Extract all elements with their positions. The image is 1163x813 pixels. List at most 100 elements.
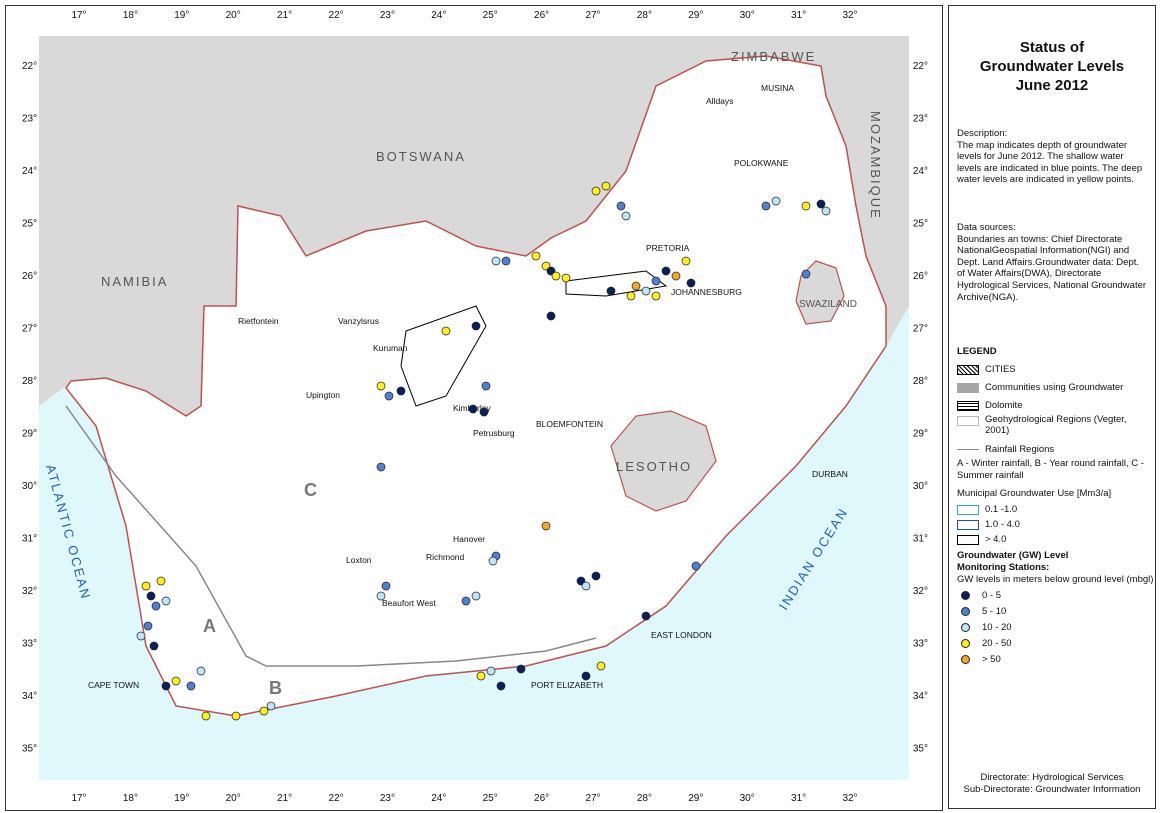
station-point[interactable]: [384, 391, 394, 401]
station-point[interactable]: [651, 276, 661, 286]
lon-tick-bottom: 21°: [277, 793, 292, 804]
station-point[interactable]: [761, 201, 771, 211]
station-point[interactable]: [771, 196, 781, 206]
station-point[interactable]: [186, 681, 196, 691]
title-line-2: Groundwater Levels: [979, 58, 1125, 75]
station-point[interactable]: [801, 269, 811, 279]
legend-cities: CITIES: [957, 364, 1016, 375]
station-point[interactable]: [161, 596, 171, 606]
station-point[interactable]: [516, 664, 526, 674]
station-point[interactable]: [496, 681, 506, 691]
station-point[interactable]: [471, 321, 481, 331]
station-point[interactable]: [661, 266, 671, 276]
station-point[interactable]: [266, 701, 276, 711]
station-point[interactable]: [441, 326, 451, 336]
station-point[interactable]: [606, 286, 616, 296]
station-point[interactable]: [481, 381, 491, 391]
town-upington: Upington: [306, 390, 340, 400]
monitoring-stations[interactable]: [136, 181, 831, 721]
station-point[interactable]: [161, 681, 171, 691]
station-point[interactable]: [376, 381, 386, 391]
station-point[interactable]: [816, 199, 826, 209]
station-point[interactable]: [156, 576, 166, 586]
legend-cities-label: CITIES: [985, 364, 1016, 375]
station-point[interactable]: [201, 711, 211, 721]
lat-tick-right: 28°: [913, 376, 928, 387]
lon-tick-top: 28°: [637, 10, 652, 21]
station-point[interactable]: [541, 521, 551, 531]
gw-heading-2: Monitoring Stations:: [957, 562, 1050, 573]
station-point[interactable]: [259, 706, 269, 716]
lon-tick-bottom: 26°: [534, 793, 549, 804]
station-point[interactable]: [546, 311, 556, 321]
station-point[interactable]: [486, 666, 496, 676]
town-pretoria: PRETORIA: [646, 243, 690, 253]
station-point[interactable]: [591, 571, 601, 581]
station-point[interactable]: [476, 671, 486, 681]
station-point[interactable]: [631, 281, 641, 291]
cities-swatch: [957, 364, 979, 375]
station-point[interactable]: [479, 407, 489, 417]
town-durban: DURBAN: [812, 469, 848, 479]
station-point[interactable]: [143, 621, 153, 631]
lon-tick-bottom: 22°: [328, 793, 343, 804]
station-point[interactable]: [146, 591, 156, 601]
label-swaziland: SWAZILAND: [799, 299, 857, 310]
station-point[interactable]: [196, 666, 206, 676]
station-point[interactable]: [501, 256, 511, 266]
station-point[interactable]: [581, 581, 591, 591]
station-point[interactable]: [671, 271, 681, 281]
station-point[interactable]: [616, 201, 626, 211]
data-sources-text: Boundaries an towns: Chief Directorate N…: [957, 233, 1147, 303]
gw-label-1: 0 - 5: [982, 590, 1002, 601]
lon-tick-top: 26°: [534, 10, 549, 21]
data-sources-block: Data sources: Boundaries an towns: Chief…: [957, 222, 1149, 303]
station-point[interactable]: [626, 291, 636, 301]
station-point[interactable]: [531, 251, 541, 261]
station-point[interactable]: [491, 256, 501, 266]
station-point[interactable]: [691, 561, 701, 571]
station-point[interactable]: [376, 591, 386, 601]
label-lesotho: LESOTHO: [616, 459, 692, 474]
station-point[interactable]: [641, 286, 651, 296]
station-point[interactable]: [396, 386, 406, 396]
station-point[interactable]: [471, 591, 481, 601]
station-point[interactable]: [468, 404, 478, 414]
lon-tick-top: 18°: [123, 10, 138, 21]
gw-item-3: 10 - 20: [957, 622, 1012, 633]
station-point[interactable]: [151, 601, 161, 611]
groundwater-map[interactable]: 17° 17° 18° 18° 19° 19° 20° 20° 21° 21° 22° 22° 23° 2…: [6, 6, 942, 810]
station-point[interactable]: [551, 271, 561, 281]
station-point[interactable]: [641, 611, 651, 621]
station-point[interactable]: [376, 462, 386, 472]
lat-tick-right: 34°: [913, 691, 928, 702]
station-point[interactable]: [621, 211, 631, 221]
station-point[interactable]: [681, 256, 691, 266]
lat-tick-left: 32°: [22, 586, 37, 597]
station-point[interactable]: [381, 581, 391, 591]
station-point[interactable]: [801, 201, 811, 211]
station-point[interactable]: [149, 641, 159, 651]
station-point[interactable]: [596, 661, 606, 671]
municipal-swatch-1: [957, 504, 979, 515]
municipal-item-3: > 4.0: [957, 534, 1006, 545]
lon-tick-bottom: 23°: [380, 793, 395, 804]
station-point[interactable]: [821, 206, 831, 216]
lat-tick-left: 25°: [22, 219, 37, 230]
station-point[interactable]: [136, 631, 146, 641]
station-point[interactable]: [488, 556, 498, 566]
station-point[interactable]: [231, 711, 241, 721]
station-point[interactable]: [686, 278, 696, 288]
lon-tick-top: 20°: [226, 10, 241, 21]
town-richmond: Richmond: [426, 552, 465, 562]
station-point[interactable]: [651, 291, 661, 301]
station-point[interactable]: [561, 273, 571, 283]
station-point[interactable]: [141, 581, 151, 591]
gw-subheading: GW levels in meters below ground level (…: [957, 574, 1154, 585]
lesotho-shape: [610, 410, 717, 512]
station-point[interactable]: [581, 671, 591, 681]
station-point[interactable]: [601, 181, 611, 191]
station-point[interactable]: [591, 186, 601, 196]
station-point[interactable]: [461, 596, 471, 606]
station-point[interactable]: [171, 676, 181, 686]
